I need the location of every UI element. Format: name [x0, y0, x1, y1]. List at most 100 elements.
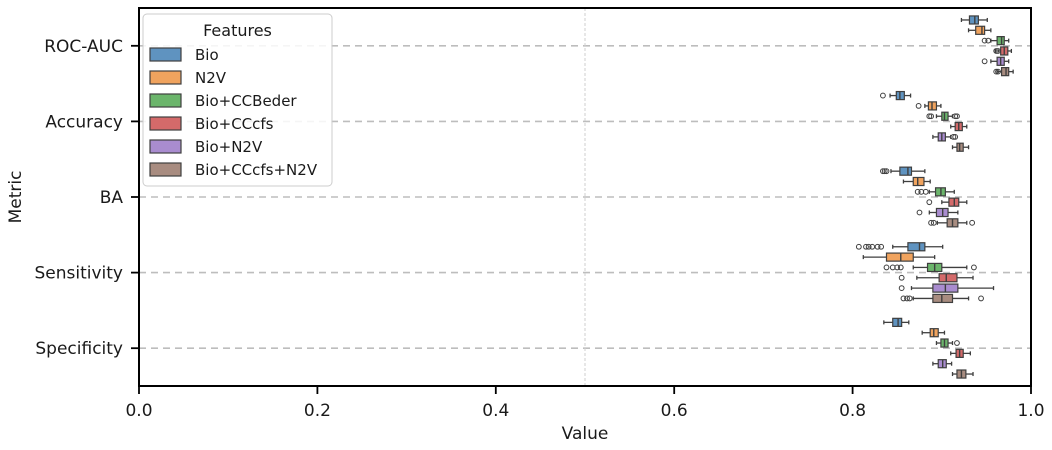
box-accuracy-bio-cccfs-n2v	[951, 142, 970, 152]
box-roc-auc-bio	[960, 15, 988, 25]
y-axis-title: Metric	[6, 171, 26, 224]
box-body	[885, 252, 914, 262]
legend-label: N2V	[195, 69, 227, 87]
box-body	[938, 273, 958, 283]
legend-swatch	[149, 162, 182, 177]
legend-frame	[142, 13, 333, 187]
flier-point	[926, 199, 933, 206]
legend: Features Bio N2V Bio+CCBeder Bio+CCcfs Bio+N…	[142, 13, 333, 187]
flier-point	[928, 219, 934, 226]
legend-swatch	[149, 47, 182, 62]
flier-point	[978, 295, 984, 302]
box-roc-auc-bio-cccfs-n2v	[993, 67, 1014, 77]
box-specificity-bio-cccfs	[950, 348, 971, 358]
box-body	[907, 242, 926, 252]
flier-point	[900, 295, 907, 302]
box-sensitivity-bio-ccbeder	[883, 262, 977, 273]
flier-point	[898, 274, 905, 281]
flier-point	[993, 48, 1000, 54]
flier-point	[971, 264, 977, 271]
legend-swatch	[149, 70, 182, 85]
flier-point	[981, 37, 988, 44]
flier-point	[881, 168, 888, 175]
flier-point	[926, 113, 933, 120]
flier-point	[916, 209, 923, 216]
flier-point	[930, 219, 937, 226]
flier-point	[880, 168, 886, 175]
flier-point	[894, 264, 901, 271]
flier-point	[874, 243, 881, 250]
flier-point	[863, 243, 869, 250]
flier-point	[952, 113, 959, 120]
box-specificity-bio-ccbeder	[935, 338, 960, 348]
box-ba-n2v	[902, 176, 931, 187]
box-sensitivity-bio-cccfs-n2v	[900, 293, 984, 304]
box-specificity-bio-cccfs-n2v	[951, 369, 974, 379]
flier-point	[883, 168, 890, 175]
legend-title: Features	[203, 21, 272, 40]
y-tick-label: ROC-AUC	[44, 37, 123, 57]
box-accuracy-bio-n2v	[932, 132, 959, 142]
legend-label: Bio	[195, 46, 219, 64]
box-accuracy-bio	[880, 90, 912, 101]
box-body	[892, 317, 903, 327]
flier-point	[904, 295, 910, 302]
box-specificity-n2v	[921, 328, 946, 338]
legend-label: Bio+CCBeder	[195, 92, 297, 110]
flier-point	[897, 264, 904, 271]
box-body	[975, 25, 986, 35]
flier-point	[865, 243, 872, 250]
box-roc-auc-n2v	[967, 25, 992, 35]
flier-point	[969, 219, 976, 226]
flier-point	[922, 188, 929, 195]
box-ba-bio-n2v	[916, 207, 959, 218]
flier-point	[995, 68, 1001, 75]
flier-point	[985, 37, 992, 44]
flier-point	[954, 113, 960, 120]
flier-point	[981, 58, 988, 65]
flier-point	[928, 113, 934, 120]
tick-layer: 0.0 0.2 0.4 0.6 0.8 1.0 ROC-AUC Accuracy BA Sensi…	[34, 37, 1044, 421]
box-ba-bio-cccfs	[926, 197, 968, 207]
flier-point	[898, 285, 905, 291]
box-body	[932, 293, 954, 304]
legend-swatch	[149, 116, 182, 131]
y-tick-label: Specificity	[35, 339, 123, 359]
flier-point	[950, 133, 957, 140]
flier-point	[914, 188, 921, 195]
flier-point	[869, 243, 876, 250]
box-roc-auc-bio-cccfs	[993, 46, 1013, 56]
box-accuracy-bio-ccbeder	[926, 111, 960, 121]
box-body	[912, 176, 925, 187]
box-sensitivity-bio-cccfs	[898, 273, 974, 283]
legend-swatch	[149, 139, 182, 154]
x-tick-label: 0.2	[304, 401, 331, 421]
box-accuracy-bio-cccfs	[950, 121, 968, 132]
box-body	[899, 166, 913, 176]
x-tick-label: 0.6	[661, 401, 688, 421]
flier-point	[855, 243, 862, 250]
box-ba-bio-ccbeder	[914, 187, 955, 197]
flier-point	[995, 48, 1001, 54]
legend-swatch	[149, 93, 182, 108]
box-roc-auc-bio-ccbeder	[981, 36, 1010, 46]
y-tick-label: Sensitivity	[34, 264, 123, 284]
y-tick-label: Accuracy	[45, 112, 123, 132]
x-tick-label: 1.0	[1017, 401, 1044, 421]
box-accuracy-n2v	[915, 101, 942, 111]
box-sensitivity-bio-n2v	[898, 283, 995, 293]
flier-point	[952, 133, 959, 140]
x-tick-label: 0.8	[839, 401, 866, 421]
box-specificity-bio	[883, 317, 910, 327]
legend-label: Bio+CCcfs+N2V	[195, 161, 318, 179]
flier-point	[880, 92, 886, 99]
flier-point	[878, 243, 885, 250]
box-specificity-bio-n2v	[932, 359, 953, 369]
flier-point	[954, 340, 960, 346]
box-body	[996, 36, 1005, 46]
flier-point	[993, 68, 1000, 75]
legend-label: Bio+N2V	[195, 138, 263, 156]
flier-point	[906, 295, 913, 302]
box-sensitivity-bio	[855, 242, 944, 252]
